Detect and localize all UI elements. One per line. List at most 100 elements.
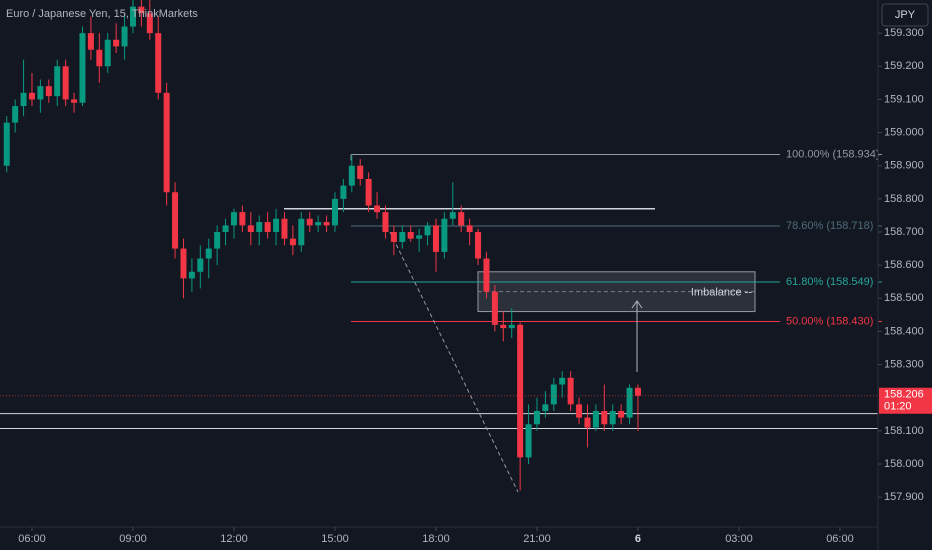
candle-body: [525, 424, 532, 458]
candle-body: [87, 33, 94, 50]
candle-body: [466, 225, 473, 233]
y-tick-label: 158.100: [884, 425, 924, 437]
fib-label: 61.80% (158.549): [786, 276, 873, 288]
candle-body: [306, 218, 313, 226]
candle-body: [340, 185, 347, 199]
candle-body: [28, 92, 35, 100]
candle-body: [188, 271, 195, 279]
candle-body: [129, 6, 136, 27]
candle-body: [45, 86, 52, 97]
currency-button[interactable]: [881, 3, 929, 27]
candle-body: [348, 165, 355, 186]
y-tick-label: 159.100: [884, 93, 924, 105]
candle-body: [483, 258, 490, 292]
candle-body: [180, 248, 187, 279]
candle-body: [609, 410, 616, 425]
candle-body: [20, 92, 27, 107]
candle-body: [365, 178, 372, 206]
candle-body: [584, 417, 591, 428]
y-tick-label: 158.800: [884, 193, 924, 205]
candle-body: [449, 212, 456, 219]
candle-body: [407, 232, 414, 239]
candle-body: [416, 235, 423, 239]
y-tick-label: 157.900: [884, 491, 924, 503]
candle-body: [331, 198, 338, 226]
candle-body: [390, 232, 397, 242]
candle-body: [508, 324, 515, 329]
chart-title: Euro / Japanese Yen, 15, ThinkMarkets: [6, 8, 198, 20]
x-tick-label: 09:00: [119, 533, 147, 545]
y-tick-label: 159.300: [884, 27, 924, 39]
candle-body: [37, 86, 44, 100]
candle-body: [491, 291, 498, 325]
candle-body: [576, 404, 583, 418]
countdown: 01:20: [884, 401, 912, 413]
candle-body: [618, 410, 625, 418]
candle-body: [96, 49, 103, 67]
candle-body: [197, 258, 204, 272]
candle-body: [424, 225, 431, 236]
x-tick-label: 15:00: [321, 533, 349, 545]
candle-body: [382, 212, 389, 233]
fib-label: 78.60% (158.718): [786, 220, 873, 232]
candle-body: [222, 225, 229, 233]
candle-body: [256, 222, 263, 233]
candle-body: [315, 222, 322, 226]
candle-body: [138, 6, 145, 14]
x-tick-label: 6: [635, 533, 641, 545]
candle-body: [281, 218, 288, 239]
candle-body: [289, 238, 296, 246]
y-tick-label: 159.000: [884, 126, 924, 138]
candle-body: [357, 165, 364, 179]
candle-body: [214, 232, 221, 249]
candle-body: [62, 66, 69, 100]
y-tick-label: 158.600: [884, 259, 924, 271]
candle-body: [592, 410, 599, 428]
last-price: 158.206: [884, 389, 924, 401]
candle-body: [626, 387, 633, 418]
candle-body: [264, 222, 271, 233]
candle-body: [533, 410, 540, 425]
candle-body: [567, 377, 574, 405]
currency[interactable]: JPY: [895, 9, 916, 21]
candle-body: [273, 218, 280, 233]
candle-body: [155, 33, 162, 93]
candle-body: [121, 26, 128, 47]
y-tick-label: 159.200: [884, 60, 924, 72]
x-tick-label: 12:00: [220, 533, 248, 545]
candle-body: [205, 248, 212, 259]
candle-body: [146, 13, 153, 34]
candle-body: [79, 33, 86, 103]
x-tick-label: 18:00: [422, 533, 450, 545]
candle-body: [247, 225, 254, 233]
x-tick-label: 03:00: [725, 533, 753, 545]
candle-body: [323, 222, 330, 226]
candle-body: [634, 387, 641, 396]
y-tick-label: 158.400: [884, 325, 924, 337]
candle-body: [542, 404, 549, 411]
candle-body: [172, 192, 179, 249]
candle-body: [374, 205, 381, 213]
imbalance-label: Imbalance --: [691, 287, 752, 299]
x-tick-label: 06:00: [826, 533, 854, 545]
dashed-trendline: [389, 231, 519, 493]
candle-body: [441, 218, 448, 252]
candle-body: [54, 66, 61, 97]
x-tick-label: 06:00: [18, 533, 46, 545]
candle-body: [601, 410, 608, 425]
candle-body: [239, 212, 246, 226]
candle-body: [12, 106, 19, 123]
candle-body: [104, 39, 111, 67]
fib-label: 100.00% (158.934): [786, 148, 880, 160]
candle-body: [163, 92, 170, 193]
y-tick-label: 158.300: [884, 358, 924, 370]
candle-body: [475, 232, 482, 259]
candle-body: [113, 39, 120, 47]
arrow-head: [631, 300, 643, 309]
candle-body: [559, 377, 566, 385]
candle-body: [298, 218, 305, 246]
candle-body: [3, 122, 10, 166]
fib-label: 50.00% (158.430): [786, 315, 873, 327]
y-tick-label: 158.000: [884, 458, 924, 470]
